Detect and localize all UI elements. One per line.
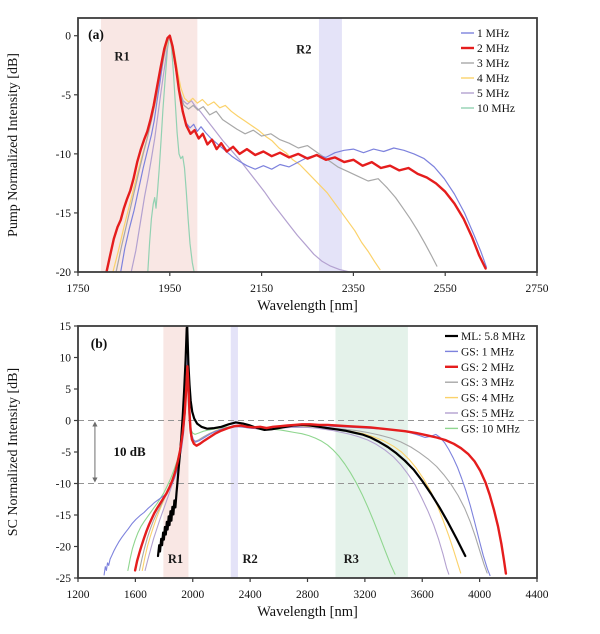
x-tick-label: 1750 <box>67 283 90 295</box>
legend-label: GS: 1 MHz <box>461 346 514 358</box>
band-label-R2: R2 <box>296 42 311 56</box>
series-line-1-mhz <box>120 35 488 272</box>
y-tick-label: -10 <box>56 149 72 161</box>
y-axis-title: Pump Normalized Intensity [dB] <box>6 53 21 237</box>
band-label-R2: R2 <box>242 552 257 566</box>
legend-label: 5 MHz <box>477 88 509 100</box>
legend-label: GS: 3 MHz <box>461 377 514 389</box>
legend-label: 2 MHz <box>477 43 509 55</box>
y-tick-label: 5 <box>65 384 71 396</box>
x-tick-label: 3600 <box>411 589 434 601</box>
legend-label: GS: 5 MHz <box>461 408 514 420</box>
y-tick-label: -25 <box>56 573 72 585</box>
y-tick-label: -10 <box>56 479 72 491</box>
legend-label: 3 MHz <box>477 58 509 70</box>
pump-spectrum-chart: 1750 1950 2150 2350 2550 2750 0 -5 -10 -15 -20 Wave… <box>6 17 549 314</box>
span-annotation-label: 10 dB <box>114 444 146 459</box>
series-line-gs-2-mhz <box>133 365 508 575</box>
y-tick-label: -5 <box>61 447 71 459</box>
x-tick-label: 4000 <box>468 589 491 601</box>
span-arrow-head-top <box>92 421 98 427</box>
sc-spectrum-chart: 10 dB 1200 1600 2000 2400 2800 3200 3600 4000 440… <box>6 321 549 620</box>
x-tick-label: 2800 <box>296 589 319 601</box>
y-tick-label: -15 <box>56 510 72 522</box>
legend-label: GS: 4 MHz <box>461 393 514 405</box>
x-tick-label: 1200 <box>67 589 90 601</box>
panel-label: (b) <box>91 336 108 351</box>
plot-frame <box>77 17 538 273</box>
legend-label: GS: 10 MHz <box>461 423 520 435</box>
x-axis-title: Wavelength [nm] <box>257 298 358 314</box>
legend-label: GS: 2 MHz <box>461 362 514 374</box>
band-R2 <box>318 18 342 272</box>
y-tick-label: -15 <box>56 208 72 220</box>
series-line-gs-1-mhz <box>103 355 491 577</box>
y-axis-title: SC Normalized Intensity [dB] <box>6 368 21 536</box>
x-tick-label: 2000 <box>181 589 204 601</box>
panel-label: (a) <box>88 27 104 42</box>
band-R2 <box>230 326 238 578</box>
band-label-R1: R1 <box>168 552 183 566</box>
x-tick-label: 4400 <box>526 589 549 601</box>
y-tick-label: 15 <box>60 321 72 333</box>
y-tick-label: -20 <box>56 542 72 554</box>
y-tick-label: 10 <box>60 353 72 365</box>
x-tick-label: 1600 <box>124 589 147 601</box>
x-tick-label: 2750 <box>526 283 549 295</box>
legend-label: ML: 5.8 MHz <box>461 331 525 343</box>
series-line-5-mhz <box>130 35 351 272</box>
series-group <box>103 326 508 577</box>
series-group <box>105 34 488 272</box>
x-tick-label: 2550 <box>434 283 457 295</box>
x-tick-label: 1950 <box>158 283 181 295</box>
legend-label: 1 MHz <box>477 28 509 40</box>
span-arrow-head-bottom <box>92 477 98 483</box>
y-tick-label: -20 <box>56 267 72 279</box>
band-label-R3: R3 <box>344 552 359 566</box>
band-R3 <box>335 326 408 578</box>
y-tick-label: 0 <box>65 31 71 43</box>
x-tick-label: 2400 <box>239 589 262 601</box>
x-axis-title: Wavelength [nm] <box>257 604 358 620</box>
series-line-2-mhz <box>105 34 487 272</box>
x-tick-label: 3200 <box>353 589 376 601</box>
y-tick-label: -5 <box>61 90 71 102</box>
series-line-ml-5-8-mhz <box>156 326 467 558</box>
legend-label: 4 MHz <box>477 73 509 85</box>
legend-label: 10 MHz <box>477 103 515 115</box>
y-tick-label: 0 <box>65 416 71 428</box>
band-label-R1: R1 <box>114 50 129 64</box>
series-line-gs-10-mhz <box>127 373 396 575</box>
x-tick-label: 2150 <box>250 283 273 295</box>
x-tick-label: 2350 <box>342 283 365 295</box>
